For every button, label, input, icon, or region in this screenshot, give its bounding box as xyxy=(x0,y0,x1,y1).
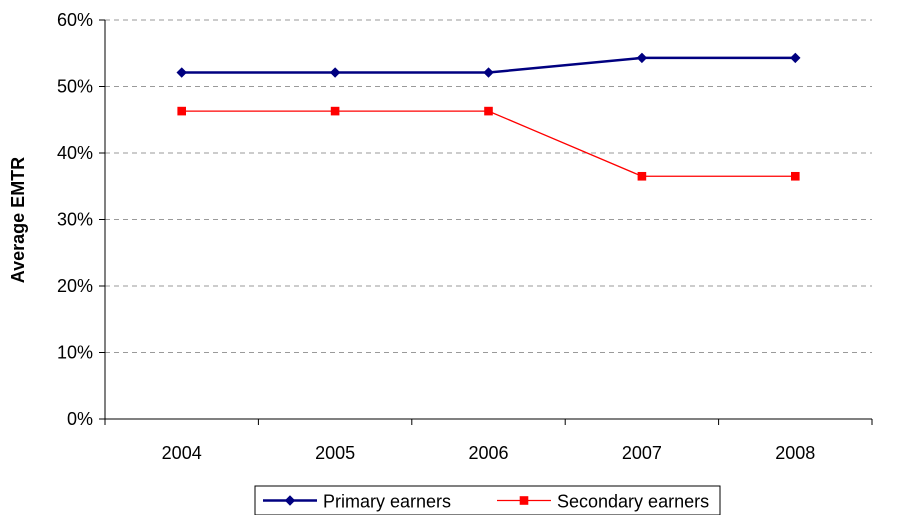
data-point xyxy=(484,106,493,116)
data-point xyxy=(329,67,341,78)
y-tick-label: 30% xyxy=(57,210,93,230)
series-2 xyxy=(177,106,800,181)
data-point xyxy=(176,67,187,78)
legend: Primary earners Secondary earners xyxy=(254,485,721,516)
y-tick-label: 50% xyxy=(57,77,93,97)
x-tick-label: 2004 xyxy=(162,443,202,463)
x-tick-label: 2008 xyxy=(775,443,815,463)
tick-labels: 0% 10% 20% 30% 40% 50% 60% 2004 2005 2006 2007 2008 xyxy=(57,10,815,463)
legend-entry: Primary earners xyxy=(263,492,451,512)
y-tick-label: 60% xyxy=(57,10,93,30)
data-point xyxy=(637,171,647,181)
data-point xyxy=(177,106,186,116)
x-tick-label: 2005 xyxy=(315,443,355,463)
series-1 xyxy=(176,52,801,78)
legend-entry: Secondary earners xyxy=(497,492,709,512)
legend-box xyxy=(254,485,721,516)
y-axis-label: Average EMTR xyxy=(8,157,28,283)
series-line xyxy=(181,110,796,177)
y-tick-label: 10% xyxy=(57,343,93,363)
legend-marker xyxy=(284,495,296,506)
y-tick-label: 0% xyxy=(67,409,93,429)
data-point xyxy=(791,171,800,181)
data-point xyxy=(636,52,648,64)
axes xyxy=(99,19,873,425)
data-point xyxy=(790,52,801,64)
legend-label: Primary earners xyxy=(323,492,451,512)
data-point xyxy=(330,106,340,116)
y-tick-label: 20% xyxy=(57,276,93,296)
series-lines xyxy=(176,52,801,181)
gridlines xyxy=(105,19,872,353)
x-tick-label: 2006 xyxy=(468,443,508,463)
legend-label: Secondary earners xyxy=(557,492,709,512)
x-tick-label: 2007 xyxy=(622,443,662,463)
y-tick-label: 40% xyxy=(57,143,93,163)
legend-marker xyxy=(519,496,529,505)
data-point xyxy=(483,67,494,78)
